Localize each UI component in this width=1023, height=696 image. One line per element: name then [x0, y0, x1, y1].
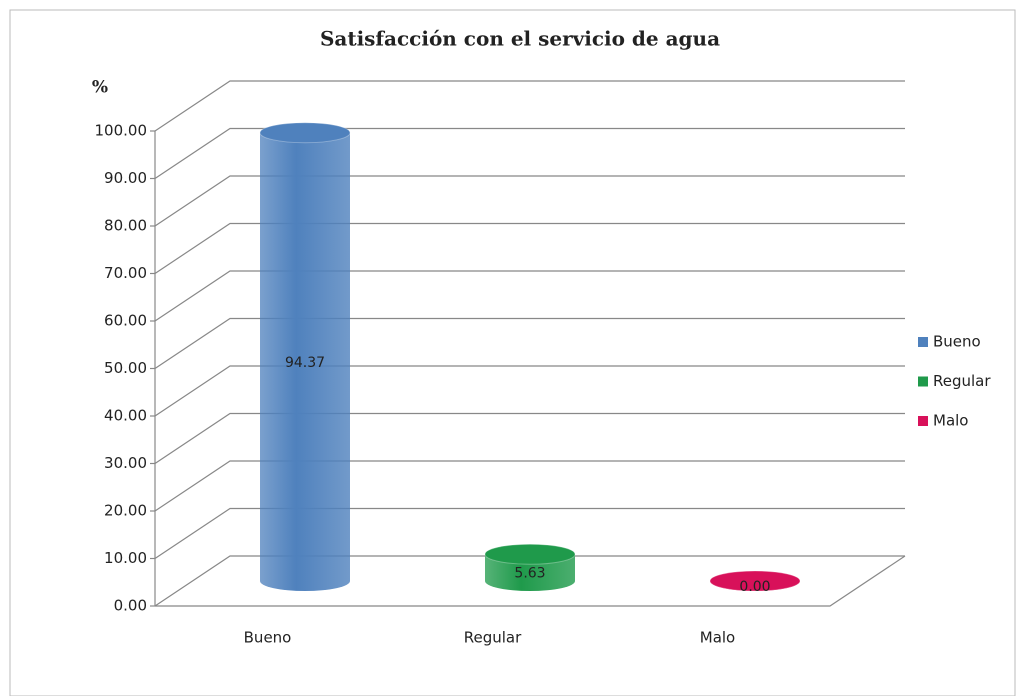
grid-line: [154, 175, 905, 227]
grid-line: [154, 222, 905, 274]
x-tick-label: Bueno: [244, 629, 292, 647]
cylinder-body: [485, 554, 575, 591]
y-tick-label: 100.00: [95, 122, 148, 140]
grid-line: [154, 507, 905, 559]
cylinder-body: [260, 132, 350, 591]
y-tick-label: 70.00: [104, 264, 147, 282]
y-tick-label: 40.00: [104, 407, 147, 425]
y-tick-label: 30.00: [104, 454, 147, 472]
grid-line: [154, 80, 905, 132]
data-label: 0.00: [739, 579, 770, 595]
cylinder-top: [484, 543, 576, 565]
chart-border: [9, 9, 1016, 696]
grid-line: [154, 412, 905, 464]
cylinder-top: [709, 570, 801, 592]
grid-line: [154, 270, 905, 322]
y-tick-label: 10.00: [104, 549, 147, 567]
data-label: 5.63: [514, 566, 545, 582]
legend-swatch: [918, 416, 928, 426]
legend-label: Bueno: [933, 333, 981, 351]
y-tick-label: 50.00: [104, 359, 147, 377]
grid-line: [154, 555, 905, 607]
grid-line: [154, 317, 905, 369]
chart-title: Satisfacción con el servicio de agua: [320, 27, 720, 51]
legend-swatch: [918, 337, 928, 347]
y-tick-label: 90.00: [104, 169, 147, 187]
legend-label: Regular: [933, 372, 991, 390]
grid-line: [154, 365, 905, 417]
legend-label: Malo: [933, 412, 968, 430]
cylinder-top: [259, 122, 351, 144]
data-label: 94.37: [285, 355, 325, 371]
x-tick-label: Regular: [464, 629, 522, 647]
y-tick-label: 80.00: [104, 217, 147, 235]
legend-swatch: [918, 376, 928, 387]
y-axis-label: %: [92, 78, 108, 98]
x-tick-label: Malo: [700, 629, 735, 647]
grid-line: [154, 127, 905, 179]
y-tick-label: 60.00: [104, 312, 147, 330]
floor: [155, 555, 906, 607]
grid-line: [154, 460, 905, 512]
y-tick-label: 0.00: [114, 597, 147, 615]
y-tick-label: 20.00: [104, 502, 147, 520]
